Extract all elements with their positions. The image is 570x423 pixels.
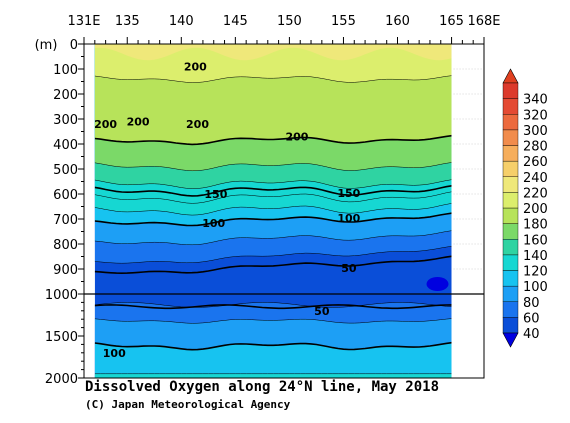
colorbar-label: 160 (523, 233, 548, 248)
contour-label: 150 (337, 187, 360, 200)
x-tick-label: 145 (223, 14, 248, 29)
colorbar-swatch (502, 129, 519, 146)
y-tick-label: 1000 (45, 288, 78, 303)
contour-150 (94, 185, 452, 197)
contour-label: 100 (103, 347, 126, 360)
colorbar-swatch (502, 98, 519, 115)
contour-line (94, 203, 452, 216)
colorbar-label: 200 (523, 202, 548, 217)
contour-line (94, 191, 452, 204)
colorbar-label: 60 (523, 311, 540, 326)
colorbar-swatch (502, 176, 519, 193)
colorbar-label: 100 (523, 280, 548, 295)
contour-line (94, 246, 452, 264)
colorbar-swatch (502, 223, 519, 240)
x-tick-label: 155 (331, 14, 356, 29)
x-tick-label: 168E (467, 14, 500, 29)
colorbar-swatch (502, 301, 519, 318)
contour-line (94, 212, 452, 227)
colorbar-swatch (502, 192, 519, 209)
y-tick-label: 600 (53, 188, 78, 203)
x-tick-label: 131E (67, 14, 100, 29)
colorbar-swatch (502, 160, 519, 177)
colorbar-label: 260 (523, 155, 548, 170)
x-tick-label: 150 (277, 14, 302, 29)
contour-line (94, 134, 452, 146)
y-tick-label: 800 (53, 238, 78, 253)
contour-line (94, 162, 452, 172)
colorbar-swatch (502, 270, 519, 287)
x-tick-label: 135 (115, 14, 140, 29)
contour-50-lower (94, 304, 452, 310)
contour-line (94, 318, 452, 324)
colorbar-label: 320 (523, 108, 548, 123)
no-data-region (451, 44, 484, 378)
colorbar-swatch (502, 114, 519, 131)
y-tick-label: 700 (53, 213, 78, 228)
contour-label: 200 (285, 131, 308, 144)
colorbar-label: 280 (523, 140, 548, 155)
colorbar-swatch (502, 82, 519, 99)
colorbar-high-arrow (502, 68, 519, 84)
y-tick-label: 200 (53, 88, 78, 103)
contour-line (94, 75, 452, 83)
band-240 (94, 44, 452, 61)
y-tick-label: 500 (53, 163, 78, 178)
y-tick-label: 400 (53, 138, 78, 153)
contour-label: 50 (314, 305, 330, 318)
colorbar-label: 40 (523, 327, 540, 342)
colorbar-label: 80 (523, 296, 540, 311)
y-tick-label: 300 (53, 113, 78, 128)
colorbar: 4060801001201401601802002202402602803003… (502, 68, 548, 348)
contour-line (94, 341, 452, 351)
contour-line (94, 179, 452, 189)
colorbar-label: 240 (523, 171, 548, 186)
contour-label: 200 (186, 118, 209, 131)
contour-label: 100 (337, 212, 360, 225)
colorbar-swatch (502, 317, 519, 334)
contour-line (94, 302, 452, 308)
contour-label: 200 (94, 118, 117, 131)
y-tick-label: 100 (53, 63, 78, 78)
contour-50-upper (94, 255, 452, 275)
y-tick-label: 0 (70, 38, 78, 53)
x-tick-label: 160 (385, 14, 410, 29)
colorbar-label: 180 (523, 218, 548, 233)
contour-label: 50 (341, 262, 357, 275)
colorbar-label: 340 (523, 93, 548, 108)
colorbar-label: 140 (523, 249, 548, 264)
y-tick-label: 1500 (45, 330, 78, 345)
colorbar-label: 220 (523, 186, 548, 201)
y-tick-label: 900 (53, 263, 78, 278)
colorbar-swatch (502, 207, 519, 224)
colorbar-swatch (502, 145, 519, 162)
chart-title: Dissolved Oxygen along 24°N line, May 20… (85, 379, 439, 395)
contour-label: 150 (204, 188, 227, 201)
chart-credit: (C) Japan Meteorological Agency (85, 398, 291, 411)
colorbar-label: 300 (523, 124, 548, 139)
colorbar-label: 120 (523, 265, 548, 280)
contour-label: 100 (202, 217, 225, 230)
y-tick-label: 2000 (45, 372, 78, 387)
colorbar-swatch (502, 239, 519, 256)
colorbar-swatch (502, 254, 519, 271)
y-unit-label: (m) (35, 38, 58, 53)
x-tick-label: 165 (439, 14, 464, 29)
x-tick-label: 140 (169, 14, 194, 29)
contour-label: 200 (184, 61, 207, 74)
plot-area: 200 200 200 200 200 150 150 100 100 50 50 100 (94, 43, 484, 378)
plot-frame (83, 43, 485, 379)
axes: 131E 135 140 145 150 155 160 165 168E (m) 0 100 200 3… (35, 14, 501, 387)
contour-label: 200 (127, 116, 150, 129)
shaded-field (94, 44, 452, 378)
colorbar-low-arrow (502, 332, 519, 348)
contour-line (94, 230, 452, 246)
colorbar-swatch (502, 285, 519, 302)
low-patch (426, 277, 449, 291)
